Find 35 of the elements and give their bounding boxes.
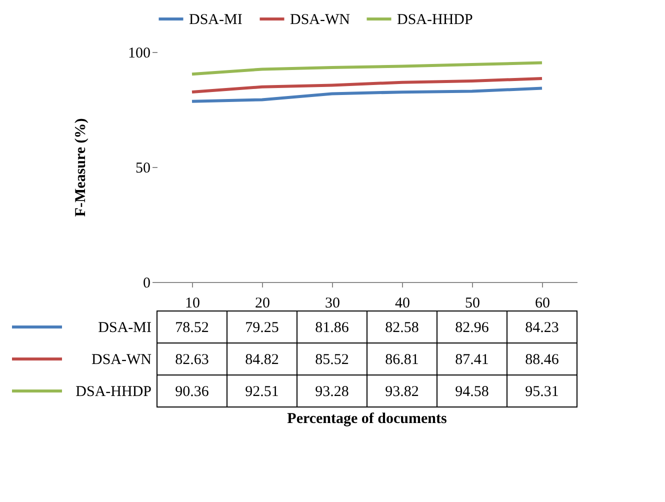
data-label: 81.86	[315, 320, 350, 336]
data-label: 95.31	[525, 384, 559, 400]
x-tick-label: 20	[255, 296, 270, 312]
x-tick-label: 60	[535, 296, 550, 312]
text: DSA-HHDP	[76, 384, 152, 400]
data-label: 78.52	[175, 320, 209, 336]
data-label: 82.96	[455, 320, 490, 336]
data-label: 85.52	[315, 352, 349, 368]
x-tick-label: 50	[465, 296, 480, 312]
legend-label: DSA-HHDP	[397, 12, 473, 28]
x-tick-label: 30	[325, 296, 340, 312]
data-label: 84.23	[525, 320, 559, 336]
data-label: 93.82	[385, 384, 419, 400]
data-label: 86.81	[385, 352, 419, 368]
y-tick-label: 100	[128, 46, 150, 62]
data-label: 82.58	[385, 320, 419, 336]
y-tick-label: 0	[143, 276, 150, 292]
data-label: 87.41	[455, 352, 489, 368]
text: DSA-MI	[98, 320, 152, 336]
data-label: 88.46	[525, 352, 560, 368]
data-label: 93.28	[315, 384, 349, 400]
legend-label: DSA-MI	[189, 12, 242, 28]
data-label: 90.36	[175, 384, 210, 400]
data-label: 84.82	[245, 352, 279, 368]
data-label: 92.51	[245, 384, 279, 400]
text: DSA-WN	[92, 352, 152, 368]
legend-label: DSA-WN	[290, 12, 350, 28]
data-label: 79.25	[245, 320, 279, 336]
y-axis-title: F-Measure (%)	[73, 118, 89, 217]
x-tick-label: 10	[185, 296, 200, 312]
y-tick-label: 50	[136, 160, 150, 176]
x-tick-label: 40	[395, 296, 410, 312]
text: Percentage of documents	[287, 411, 447, 427]
data-label: 82.63	[175, 352, 209, 368]
data-label: 94.58	[455, 384, 489, 400]
